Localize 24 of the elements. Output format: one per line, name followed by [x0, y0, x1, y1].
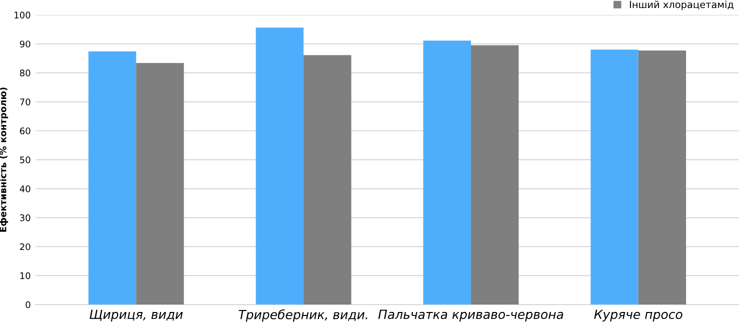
bar [638, 50, 686, 305]
y-tick-label: 20 [20, 243, 30, 250]
bar [423, 40, 471, 305]
x-tick-label: Щириця, види [90, 310, 183, 322]
bar [304, 55, 352, 305]
y-tick-label: 40 [20, 185, 30, 192]
y-tick-label: 10 [20, 272, 30, 280]
x-tick-label: Пальчатка криваво-червона [378, 310, 564, 322]
bar [590, 50, 638, 305]
y-tick-label: 90 [20, 40, 30, 48]
y-tick-label: 70 [20, 98, 30, 106]
bar [256, 28, 304, 305]
y-tick-label: 0 [26, 301, 30, 308]
y-tick-label: 30 [20, 214, 30, 222]
bar [470, 45, 519, 305]
y-tick-label: 100 [14, 12, 30, 18]
bar [88, 51, 136, 305]
x-tick-label: Куряче просо [594, 310, 682, 322]
y-tick-label: 60 [20, 127, 30, 134]
x-tick-label: Триреберник, види. [238, 309, 368, 322]
bar [136, 62, 184, 305]
legend-label: Інший хлорацетамід [630, 0, 734, 10]
y-tick-label: 80 [20, 70, 30, 76]
y-tick-label: 50 [20, 156, 30, 164]
